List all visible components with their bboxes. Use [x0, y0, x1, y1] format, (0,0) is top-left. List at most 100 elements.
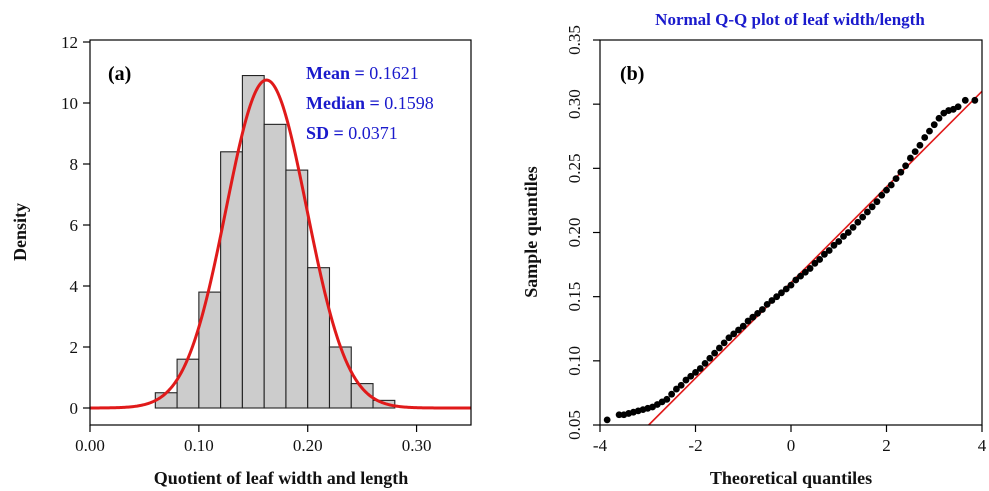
histogram-y-tick-label: 12 [61, 33, 78, 52]
qq-point [961, 96, 969, 104]
qq-y-tick-label: 0.15 [565, 282, 584, 312]
qq-point [835, 238, 843, 245]
qq-point [677, 381, 685, 389]
qq-point [763, 300, 771, 308]
qq-point [778, 289, 785, 297]
histogram-bar [176, 358, 200, 409]
qq-point [687, 372, 695, 380]
histogram-bar [263, 123, 287, 409]
panel-label-b: (b) [620, 63, 644, 85]
qq-plot-panel: -4 -2 0 2 4 0.05 0.10 0.15 0.20 0.25 0.30 0.35 (b)… [521, 10, 987, 488]
qq-y-ticks: 0.05 0.10 0.15 0.20 0.25 0.30 0.35 [565, 25, 600, 440]
qq-point [830, 241, 838, 249]
qq-point [744, 317, 752, 325]
panel-label-a: (a) [108, 63, 131, 85]
qq-point [840, 232, 847, 240]
qq-x-tick-label: 4 [978, 436, 987, 455]
qq-point [864, 208, 871, 216]
qq-point [926, 127, 933, 135]
qq-point [821, 250, 828, 258]
qq-point [873, 198, 881, 206]
qq-point [615, 411, 623, 419]
qq-point [663, 395, 671, 403]
histogram-y-ticks: 0 2 4 6 8 10 12 [61, 33, 90, 418]
histogram-y-tick-label: 6 [70, 216, 79, 235]
histogram-plot-frame [89, 39, 472, 426]
qq-point [887, 181, 895, 189]
qq-y-tick-label: 0.20 [565, 218, 584, 248]
stat-value: 0.1621 [369, 63, 419, 83]
qq-point [811, 259, 819, 267]
qq-point [825, 247, 833, 254]
qq-point [954, 103, 962, 111]
qq-point [797, 272, 804, 280]
qq-point [773, 293, 781, 301]
stat-value: 0.1598 [384, 93, 434, 113]
qq-points [603, 96, 979, 424]
qq-point [715, 344, 723, 352]
qq-point [892, 175, 900, 183]
histogram-bar [328, 346, 352, 409]
histogram-y-tick-label: 2 [70, 338, 79, 357]
qq-point [911, 148, 919, 156]
qq-point [806, 265, 814, 272]
histogram-bar [307, 267, 331, 409]
qq-reference-line [648, 90, 983, 426]
histogram-panel: 0.00 0.10 0.20 0.30 0 2 4 6 8 10 12 (a) Mean = 0.… [10, 33, 472, 488]
histogram-bar [220, 151, 243, 409]
histogram-bar [285, 169, 309, 409]
qq-point [749, 313, 757, 321]
qq-point [844, 229, 852, 236]
qq-point [735, 326, 742, 334]
qq-point [868, 203, 876, 211]
qq-point [792, 276, 800, 284]
qq-point [668, 390, 676, 398]
qq-point [859, 213, 867, 221]
normal-density-curve [89, 78, 471, 410]
stat-mean: Mean = 0.1621 [306, 63, 419, 83]
stat-label: Mean [306, 63, 350, 83]
qq-point [935, 114, 943, 122]
histogram-x-tick-label: 0.00 [75, 436, 105, 455]
histogram-bar [198, 291, 222, 409]
stat-value: 0.0371 [348, 123, 398, 143]
qq-point [782, 285, 790, 293]
stat-sd: SD = 0.0371 [306, 123, 398, 143]
qq-y-axis-label: Sample quantiles [521, 166, 541, 298]
qq-point [692, 368, 699, 376]
qq-point [739, 322, 747, 330]
qq-point [971, 96, 979, 104]
stat-equals: = [350, 63, 369, 83]
qq-x-tick-label: -4 [593, 436, 608, 455]
qq-point [706, 354, 714, 362]
qq-plot-title: Normal Q-Q plot of leaf width/length [655, 10, 925, 29]
qq-point [754, 309, 761, 317]
qq-y-tick-label: 0.05 [565, 410, 584, 440]
qq-x-tick-label: -2 [688, 436, 702, 455]
qq-point [730, 330, 738, 338]
qq-point [682, 376, 690, 384]
qq-x-tick-label: 2 [882, 436, 891, 455]
qq-point [921, 134, 929, 141]
stat-equals: = [365, 93, 384, 113]
histogram-x-tick-label: 0.20 [293, 436, 323, 455]
qq-y-tick-label: 0.25 [565, 153, 584, 183]
histogram-bars [154, 75, 396, 409]
qq-point [930, 121, 938, 129]
qq-x-ticks: -4 -2 0 2 4 [593, 425, 987, 455]
histogram-bar [350, 383, 374, 409]
qq-point [906, 154, 914, 162]
histogram-x-axis-label: Quotient of leaf width and length [154, 468, 409, 488]
qq-point [878, 191, 886, 199]
histogram-x-ticks: 0.00 0.10 0.20 0.30 [75, 425, 431, 455]
qq-point [854, 218, 862, 226]
qq-point [673, 385, 680, 393]
qq-point [696, 365, 704, 372]
histogram-y-tick-label: 0 [70, 399, 79, 418]
qq-y-tick-label: 0.10 [565, 346, 584, 376]
qq-point [787, 281, 795, 289]
histogram-y-tick-label: 10 [61, 94, 78, 113]
stat-equals: = [329, 123, 348, 143]
qq-point [725, 334, 733, 342]
qq-x-tick-label: 0 [787, 436, 796, 455]
